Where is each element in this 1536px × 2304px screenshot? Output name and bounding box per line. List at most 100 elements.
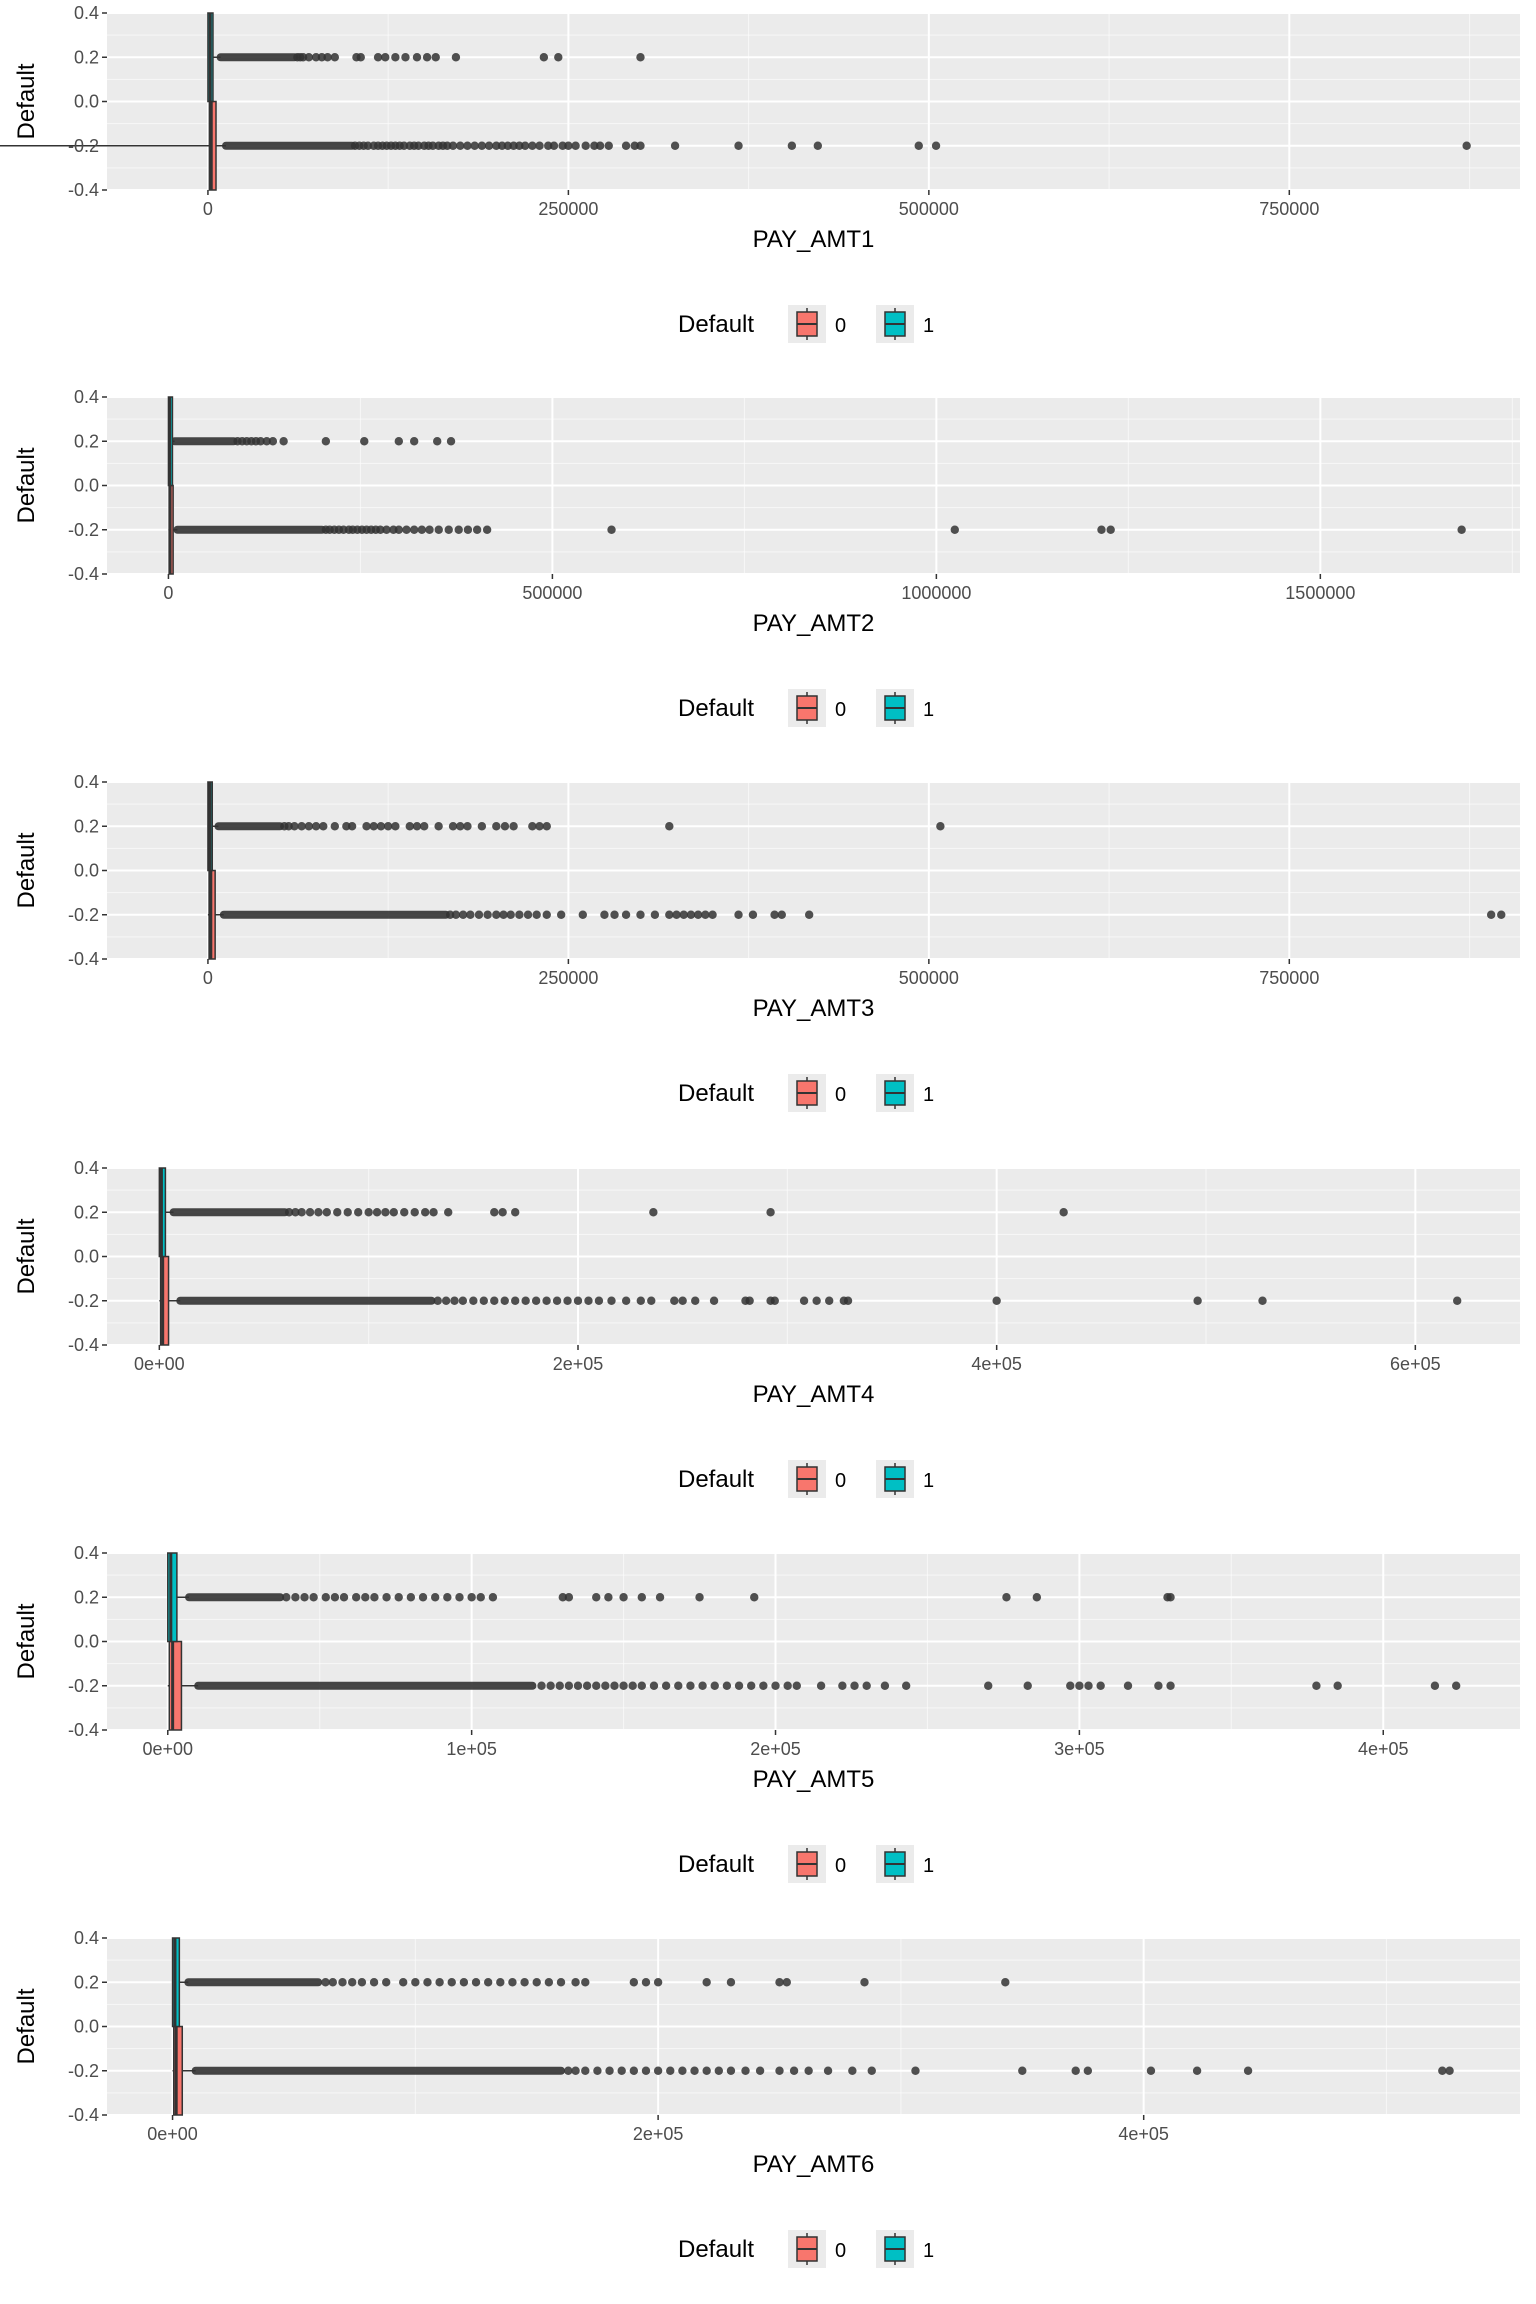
outlier-point [463,822,472,831]
series-group-1 [158,1167,1068,1258]
outlier-point [528,141,537,150]
outlier-point [454,525,463,534]
y-tick-label: -0.2 [68,520,99,540]
outlier-point [497,141,507,150]
outlier-point [649,1208,658,1217]
outlier-point [1001,1978,1010,1987]
outlier-point [417,525,427,534]
outlier-point [542,1296,551,1305]
outlier-point [343,1208,352,1217]
outlier-point [511,1208,520,1217]
y-tick-label: -0.4 [68,1720,99,1740]
outlier-point [400,1208,409,1217]
outlier-point [556,1978,566,1987]
outlier-point [537,1681,546,1690]
outlier-point [1066,1681,1075,1690]
outlier-point [467,1593,476,1602]
outlier-point [391,822,400,831]
x-tick-label: 0 [203,199,213,219]
outlier-point [500,822,510,831]
outlier-point [515,910,524,919]
outlier-point [747,1681,756,1690]
outlier-point [661,1681,671,1690]
outlier-point [441,1296,451,1305]
outlier-point [535,141,544,150]
y-tick-label: -0.4 [68,180,99,200]
x-tick-label: 500000 [899,968,959,988]
outlier-point [425,525,434,534]
outlier-point [282,1593,291,1602]
outlier-point [298,53,308,62]
outlier-point [690,2066,699,2075]
y-tick-label: -0.4 [68,949,99,969]
outlier-point [369,1978,379,1987]
outlier-point [443,141,452,150]
outlier-point [770,1296,779,1305]
y-tick-label: 0.0 [74,861,99,881]
legend-title: Default [678,1851,754,1878]
outlier-point [838,1681,847,1690]
outlier-point [804,910,814,919]
facet-chart-1: -0.4 -0.2 0.0 0.2 0.4 0 250000 500000 750000 PAY_… [0,3,1520,343]
outlier-point [422,53,432,62]
outlier-point [531,1296,541,1305]
x-tick-label: 1e+05 [446,1739,497,1759]
outlier-point [552,1296,562,1305]
outlier-point [593,2066,602,2075]
outlier-point [483,1978,493,1987]
outlier-point [383,822,393,831]
facet-chart-5: -0.4 -0.2 0.0 0.2 0.4 0e+00 1e+05 2e+05 3e+05 4e+… [13,1543,1520,1883]
outlier-point [542,822,551,831]
outlier-point [708,910,717,919]
outlier-point [498,1208,507,1217]
x-tick-label: 1000000 [901,583,971,603]
y-tick-label: -0.2 [68,2061,99,2081]
y-tick-label: 0.0 [74,476,99,496]
outlier-point [880,1681,890,1690]
outlier-point [297,822,306,831]
outlier-point [850,1681,859,1690]
outlier-point [311,822,321,831]
outlier-point [290,822,299,831]
legend-label-0: 0 [835,699,846,721]
x-tick-label: 0e+00 [142,1739,193,1759]
outlier-point [1032,1593,1042,1602]
outlier-point [1097,525,1106,534]
outlier-point [848,2066,857,2075]
outlier-point [748,910,758,919]
x-tick-label: 500000 [899,199,959,219]
outlier-point [490,1208,499,1217]
outlier-point [354,1208,363,1217]
outlier-point [394,437,404,446]
outlier-point [447,1978,456,1987]
x-tick-label: 3e+05 [1054,1739,1105,1759]
outlier-point [679,910,688,919]
outlier-point [1084,1681,1093,1690]
outlier-point [412,822,422,831]
outlier-point [506,910,515,919]
outlier-point [279,437,288,446]
outlier-point [330,53,340,62]
outlier-point [523,910,533,919]
outlier-point [456,822,465,831]
facet-chart-4: -0.4 -0.2 0.0 0.2 0.4 0e+00 2e+05 4e+05 6e+05 PAY… [13,1158,1520,1498]
outlier-point [630,141,639,150]
x-axis-title: PAY_AMT5 [753,1766,875,1793]
legend-label-1: 1 [923,1470,934,1492]
outlier-point [304,53,314,62]
outlier-point [650,910,660,919]
legend-label-1: 1 [923,699,934,721]
outlier-point [499,910,508,919]
box-0 [168,1640,183,1731]
outlier-point [686,1681,695,1690]
outlier-point [455,1593,464,1602]
outlier-point [483,910,492,919]
outlier-point [1462,141,1471,150]
outlier-point [549,141,559,150]
outlier-point [347,822,357,831]
outlier-point [466,910,475,919]
series-group-1 [171,1937,1010,2028]
outlier-point [787,141,797,150]
outlier-point [629,2066,639,2075]
outlier-point [309,1593,318,1602]
